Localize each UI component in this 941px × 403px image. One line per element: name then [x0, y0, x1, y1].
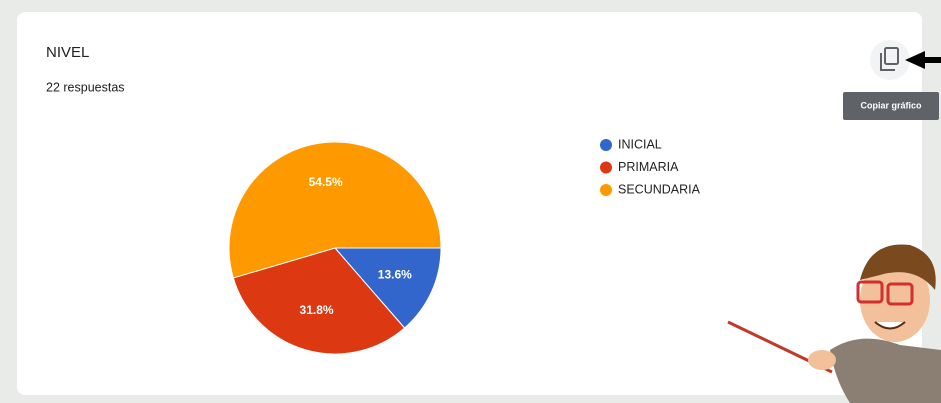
legend-label: INICIAL — [618, 137, 662, 151]
legend-swatch — [600, 184, 612, 196]
pie-slice — [333, 247, 442, 329]
pointer-arrow — [905, 51, 941, 69]
copy-icon — [884, 47, 899, 65]
cartoon-teacher — [727, 244, 941, 403]
legend-swatch — [600, 139, 612, 151]
slice-label: 13.6% — [378, 267, 412, 281]
hand — [808, 350, 836, 370]
glasses — [886, 282, 914, 306]
hair — [860, 244, 936, 290]
tooltip — [843, 92, 939, 120]
chart-subtitle: 22 respuestas — [46, 80, 125, 94]
mouth — [874, 321, 906, 330]
tooltip-text: Copiar gráfico — [860, 100, 922, 110]
legend-label: PRIMARIA — [618, 160, 679, 174]
slice-label: 54.5% — [309, 175, 343, 189]
chart-title: NIVEL — [46, 44, 89, 61]
pie-slice — [232, 247, 406, 355]
face — [860, 258, 930, 342]
slice-label: 31.8% — [300, 303, 334, 317]
legend-label: SECUNDARIA — [618, 182, 701, 196]
legend-swatch — [600, 161, 612, 174]
copy-icon — [880, 53, 895, 71]
glasses — [856, 280, 884, 304]
pie-slice — [228, 141, 442, 279]
body — [830, 338, 941, 403]
card — [17, 12, 922, 395]
copy-button[interactable] — [870, 40, 910, 80]
copy-button-bg[interactable] — [870, 40, 910, 80]
